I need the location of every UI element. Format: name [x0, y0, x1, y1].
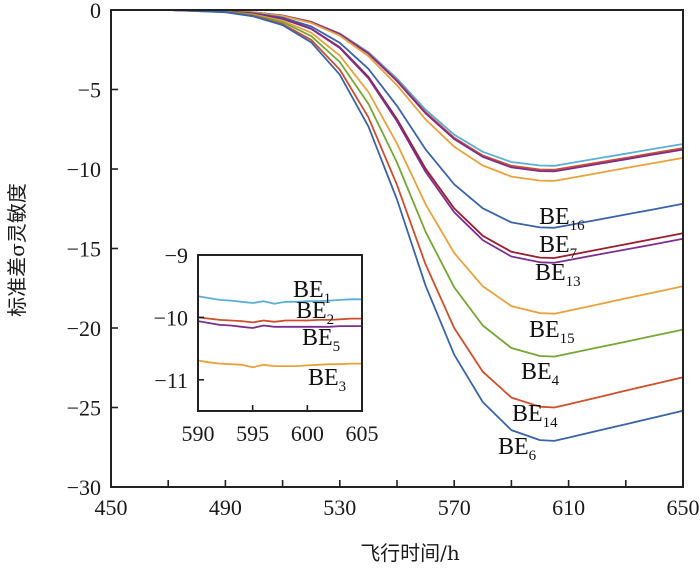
x-tick-label: 450	[95, 495, 128, 520]
x-tick-label: 650	[667, 495, 700, 520]
series-label-be14: BE14	[512, 401, 558, 431]
inset-series-line-be2	[197, 316, 362, 324]
series-label-be6: BE6	[498, 434, 537, 464]
inset-x-tick-label: 595	[236, 421, 269, 446]
y-axis-title: 标准差σ灵敏度	[5, 183, 29, 317]
inset-chart: 590 595 600 605 −9 −10 −11	[154, 243, 379, 446]
inset-x-tick-label: 590	[182, 421, 215, 446]
inset-series-label-be1: BE1	[293, 277, 331, 307]
series-line-be3	[111, 9, 684, 182]
inset-background	[198, 255, 362, 411]
inset-series-label-be2: BE2	[296, 298, 334, 328]
inset-x-axis-ticks: 590 595 600 605	[182, 405, 379, 446]
x-tick-label: 490	[209, 495, 242, 520]
y-tick-label: −30	[67, 475, 101, 500]
y-tick-label: −5	[78, 78, 101, 103]
inset-x-tick-label: 600	[291, 421, 324, 446]
series-label-be13: BE13	[535, 260, 581, 290]
series-label-be15: BE15	[529, 317, 575, 347]
y-tick-label: −10	[67, 157, 101, 182]
x-tick-label: 570	[438, 495, 471, 520]
inset-frame	[197, 254, 363, 412]
series-line-be2	[111, 9, 684, 171]
inset-y-tick-label: −10	[154, 305, 188, 330]
series-label-be16: BE16	[539, 204, 585, 234]
x-axis-ticks: 450 490 530 570 610 650	[95, 480, 700, 520]
inset-series-label-be5: BE5	[302, 325, 340, 355]
series-line-be5	[111, 9, 684, 173]
y-tick-label: −15	[67, 237, 101, 262]
y-axis-ticks: 0 −5 −10 −15 −20 −25 −30	[67, 0, 118, 500]
y-tick-label: −20	[67, 316, 101, 341]
x-tick-label: 530	[323, 495, 356, 520]
inset-series-line-be5	[197, 320, 362, 329]
inset-series-line-be3	[197, 359, 362, 369]
inset-y-tick-label: −9	[165, 243, 188, 268]
series-line-be4	[111, 9, 684, 358]
series-line-be13	[111, 9, 684, 264]
inset-series-line-be1	[197, 295, 362, 305]
series-line-be6	[111, 9, 684, 442]
main-series-lines	[111, 9, 684, 442]
inset-x-tick-label: 605	[346, 421, 379, 446]
x-axis-title: 飞行时间/h	[360, 541, 460, 565]
inset-y-axis-ticks: −9 −10 −11	[154, 243, 204, 393]
x-tick-label: 610	[552, 495, 585, 520]
series-label-be7: BE7	[539, 232, 578, 262]
inset-y-tick-label: −11	[154, 368, 188, 393]
inset-series-lines	[197, 295, 362, 369]
series-label-be4: BE4	[521, 359, 560, 389]
y-tick-label: 0	[90, 0, 101, 23]
inset-series-label-be3: BE3	[308, 365, 346, 395]
y-tick-label: −25	[67, 396, 101, 421]
